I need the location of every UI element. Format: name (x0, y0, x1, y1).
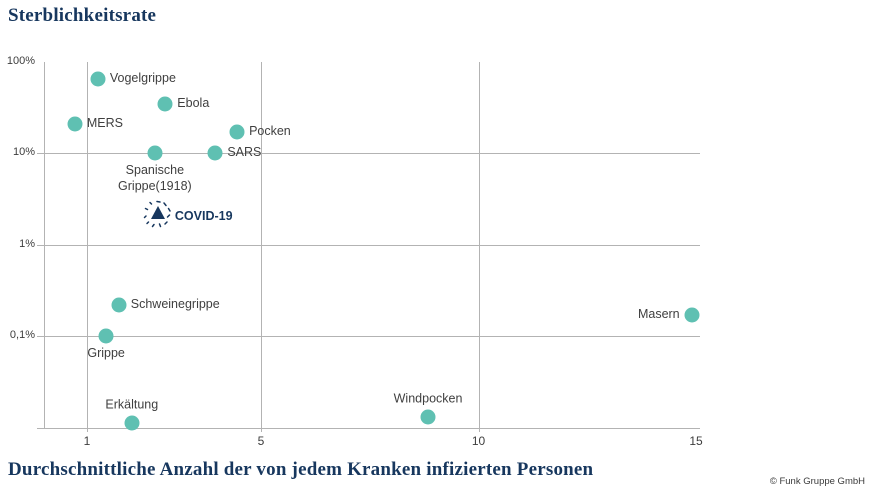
point-label: Grippe (87, 345, 125, 360)
copyright-notice: © Funk Gruppe GmbH (769, 476, 865, 487)
point-label: Masern (637, 307, 680, 322)
x-gridline (87, 62, 88, 432)
x-tick-label: 15 (689, 434, 703, 448)
point-label: Vogelgrippe (109, 71, 176, 86)
x-tick-label: 5 (257, 434, 265, 448)
data-point-dot (147, 145, 163, 161)
point-label: Erkältung (105, 397, 159, 412)
data-point-dot (98, 328, 114, 344)
x-gridline (261, 62, 262, 432)
y-gridline (37, 245, 700, 246)
y-tick-label: 0,1% (9, 329, 35, 341)
point-label: MERS (86, 116, 123, 131)
data-point-dot (157, 96, 173, 112)
data-point-dot (90, 71, 106, 87)
data-point-dot (229, 124, 245, 140)
data-point-dot (420, 409, 436, 425)
point-label: COVID-19 (174, 209, 233, 224)
y-gridline (37, 336, 700, 337)
x-axis-line (37, 428, 700, 429)
point-label: Pocken (249, 124, 291, 139)
data-point-dot (67, 116, 83, 132)
y-tick-label: 100% (6, 55, 35, 67)
point-label: Spanische Grippe(1918) (118, 163, 192, 193)
plot-area: 100% 10% 1% 0,1% 1 5 10 15 Vogelgrippe Ebola MERS P… (6, 55, 703, 448)
x-axis-title: Durchschnittliche Anzahl der von jedem K… (8, 459, 594, 480)
point-label: SARS (227, 145, 262, 160)
chart-title: Sterblichkeitsrate (8, 5, 157, 26)
y-tick-label: 10% (12, 146, 35, 158)
point-label: Ebola (177, 95, 210, 110)
y-gridline (37, 153, 700, 154)
data-point-dot (124, 415, 140, 431)
y-tick-label: 1% (19, 238, 35, 250)
covid-virus-icon (143, 200, 173, 235)
point-label: Schweinegrippe (130, 296, 220, 311)
x-tick-label: 1 (83, 434, 91, 448)
data-point-dot (207, 145, 223, 161)
data-point-dot (111, 297, 127, 313)
x-gridline (478, 62, 480, 432)
data-point-dot (684, 307, 700, 323)
point-label: Windpocken (393, 391, 463, 406)
x-tick-label: 10 (471, 434, 486, 448)
